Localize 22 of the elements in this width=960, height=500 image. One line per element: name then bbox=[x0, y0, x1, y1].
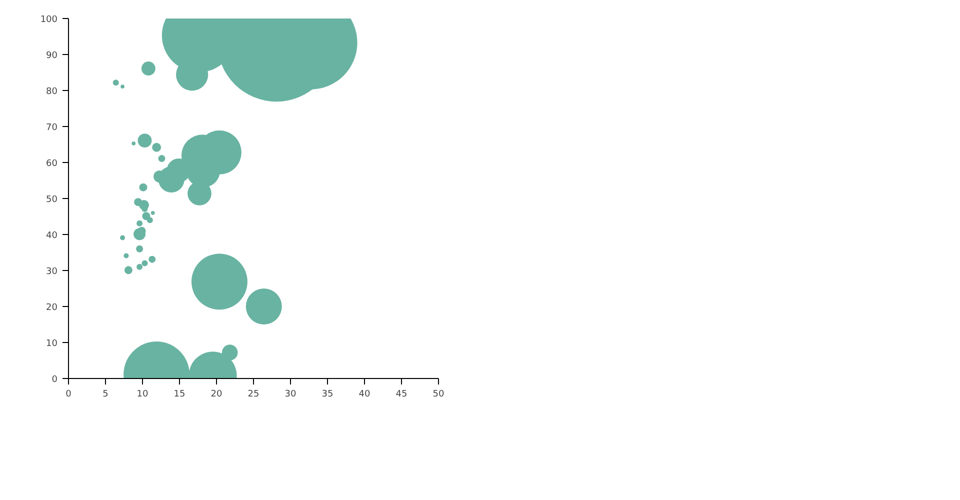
y-tick-label: 20 bbox=[46, 303, 58, 313]
x-tick-label: 25 bbox=[248, 390, 260, 400]
x-tick-label: 50 bbox=[432, 390, 444, 400]
y-tick-label: 60 bbox=[46, 159, 58, 169]
y-tick-label: 0 bbox=[52, 375, 58, 385]
x-tick-label: 30 bbox=[284, 390, 296, 400]
x-tick-label: 40 bbox=[358, 390, 370, 400]
x-tick-label: 20 bbox=[210, 390, 222, 400]
x-tick-label: 0 bbox=[66, 390, 72, 400]
x-tick-label: 10 bbox=[136, 390, 148, 400]
y-tick-label: 70 bbox=[46, 123, 58, 133]
x-tick-label: 35 bbox=[322, 390, 334, 400]
y-tick-label: 40 bbox=[46, 231, 58, 241]
y-tick-label: 10 bbox=[46, 339, 58, 349]
y-tick-label: 80 bbox=[46, 87, 58, 97]
y-tick-label: 90 bbox=[46, 51, 58, 61]
y-tick-label: 100 bbox=[40, 15, 58, 25]
y-tick-label: 50 bbox=[46, 195, 58, 205]
y-tick-label: 30 bbox=[46, 267, 58, 277]
x-tick-label: 45 bbox=[396, 390, 408, 400]
x-tick-label: 15 bbox=[174, 390, 186, 400]
x-tick-label: 5 bbox=[102, 390, 108, 400]
